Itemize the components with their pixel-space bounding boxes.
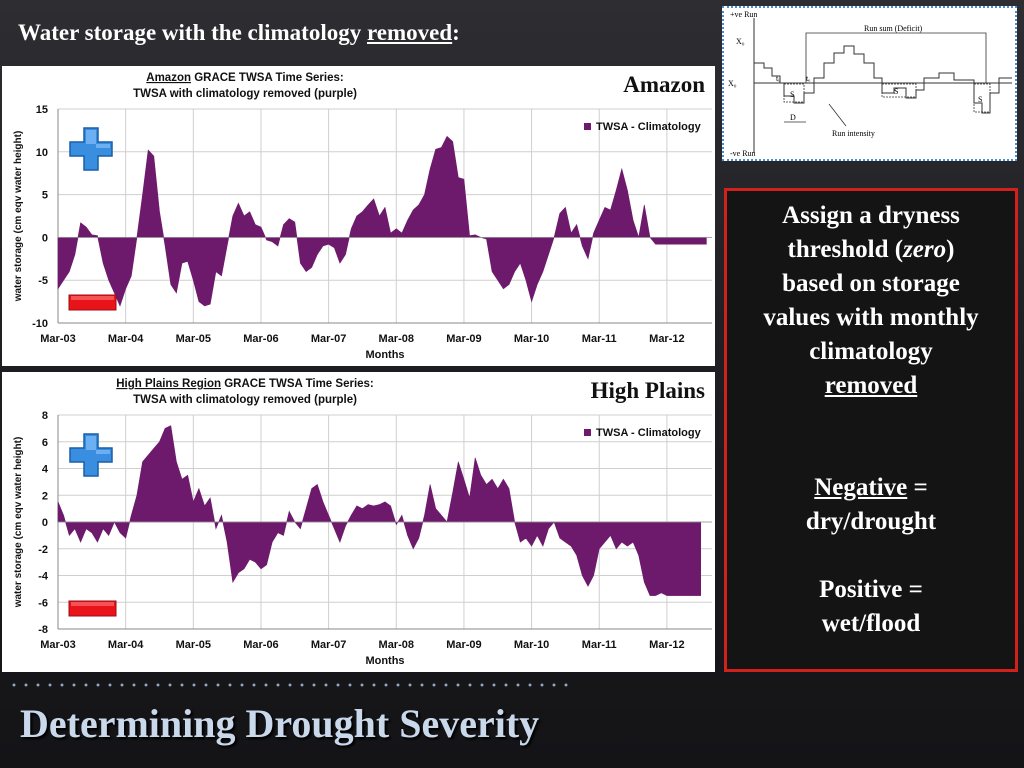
x0-label: X₀ [728, 79, 737, 88]
run-series-line [754, 45, 1012, 114]
amazon-xtick-label: Mar-05 [176, 333, 211, 345]
run-sum-label: Run sum (Deficit) [864, 24, 923, 33]
high-plains-ytick-label: -8 [38, 624, 48, 636]
run-intensity-label: Run intensity [832, 129, 875, 138]
amazon-ytick-label: -5 [38, 275, 48, 287]
xc-label: X₀ [736, 37, 745, 46]
high-plains-xtick-label: Mar-03 [40, 639, 75, 651]
amazon-xtick-label: Mar-06 [243, 333, 278, 345]
box-label-1: S [790, 90, 794, 99]
high-plains-xtick-label: Mar-08 [379, 639, 414, 651]
negative-meaning: dry/drought [805, 508, 937, 535]
amazon-xtick-label: Mar-12 [649, 333, 684, 345]
deficit-area-1 [783, 83, 805, 103]
box-label-2: S [894, 87, 898, 96]
duration-label: D [790, 113, 796, 122]
amazon-legend-swatch [584, 123, 591, 130]
amazon-ytick-label: 0 [42, 232, 48, 244]
amazon-twsa-area [57, 135, 707, 307]
amazon-xtick-label: Mar-11 [582, 333, 617, 345]
amazon-ylabel: water storage (cm eqv water height) [13, 131, 24, 303]
high-plains-ytick-label: 6 [42, 437, 48, 449]
pos-run-label: +ve Run [730, 10, 757, 19]
positive-line: Positive = [819, 576, 923, 603]
amazon-xlabel: Months [365, 349, 404, 361]
amazon-title-rest: GRACE TWSA Time Series: [191, 72, 344, 84]
high-plains-xlabel: Months [365, 655, 404, 667]
high-plains-xtick-label: Mar-12 [649, 639, 684, 651]
high-plains-xtick-label: Mar-06 [243, 639, 278, 651]
slide-title: Water storage with the climatology remov… [18, 20, 460, 45]
high-plains-ytick-label: -6 [38, 597, 48, 609]
assign-line-2: threshold (zero) [787, 236, 955, 263]
high-plains-legend-swatch [584, 429, 591, 436]
amazon-title-region: Amazon [146, 72, 191, 84]
amazon-ytick-label: 5 [42, 190, 48, 202]
high-plains-ytick-label: 8 [42, 410, 48, 422]
high-plains-plus-icon [69, 433, 113, 477]
assign-line-3: based on storage [782, 270, 960, 297]
amazon-panel-label: Amazon [623, 72, 705, 97]
deficit-area-2 [881, 83, 917, 98]
high-plains-xtick-label: Mar-07 [311, 639, 346, 651]
high-plains-chart-subtitle: TWSA with climatology removed (purple) [133, 394, 357, 406]
amazon-chart: 15 10 5 0 -5 -10 Mar-03 Mar-04 Mar-05 Mar-06 Mar-0… [13, 72, 712, 361]
ti-label: tᵢ [776, 74, 780, 83]
deficit-area-3 [973, 83, 991, 113]
amazon-ytick-label: -10 [32, 318, 48, 330]
amazon-plus-icon [69, 127, 113, 171]
high-plains-title-rest: GRACE TWSA Time Series: [221, 378, 374, 390]
box-label-3: S [978, 95, 982, 104]
amazon-xtick-label: Mar-08 [379, 333, 414, 345]
amazon-xtick-label: Mar-10 [514, 333, 549, 345]
high-plains-xtick-label: Mar-11 [582, 639, 617, 651]
amazon-minus-icon [68, 294, 117, 311]
amazon-chart-panel: 15 10 5 0 -5 -10 Mar-03 Mar-04 Mar-05 Mar-06 Mar-0… [2, 66, 715, 366]
amazon-chart-title: Amazon GRACE TWSA Time Series: [146, 72, 343, 84]
high-plains-xtick-label: Mar-04 [108, 639, 144, 651]
dotted-divider [8, 682, 573, 688]
high-plains-xtick-label: Mar-10 [514, 639, 549, 651]
amazon-xtick-label: Mar-09 [446, 333, 481, 345]
high-plains-legend-label: TWSA - Climatology [596, 427, 702, 439]
amazon-xtick-label: Mar-04 [108, 333, 144, 345]
run-theory-diagram: +ve Run -ve Run X₀ X₀ S S S Run sum (Def… [722, 6, 1017, 161]
explanation-box: Assign a dryness threshold (zero) based … [724, 188, 1018, 672]
assign-line-6: removed [824, 372, 918, 399]
negative-line: Negative = [814, 474, 928, 501]
high-plains-ylabel: water storage (cm eqv water height) [13, 437, 24, 609]
high-plains-ytick-label: 0 [42, 517, 48, 529]
high-plains-minus-icon [68, 600, 117, 617]
amazon-ytick-label: 15 [36, 104, 48, 116]
run-sum-bracket [805, 32, 987, 83]
high-plains-chart-title: High Plains Region GRACE TWSA Time Serie… [116, 378, 374, 390]
te-label: tₑ [806, 74, 810, 83]
high-plains-twsa-area [57, 425, 702, 596]
amazon-xtick-label: Mar-03 [40, 333, 75, 345]
assign-line-5: climatology [809, 338, 933, 365]
high-plains-panel-label: High Plains [590, 378, 705, 403]
high-plains-xtick-label: Mar-05 [176, 639, 211, 651]
high-plains-ytick-label: -4 [38, 571, 49, 583]
high-plains-chart-panel: 8 6 4 2 0 -2 -4 -6 -8 Mar-03 Mar-04 Mar-05 Mar-06 Mar… [2, 372, 715, 672]
high-plains-ytick-label: 4 [42, 464, 49, 476]
high-plains-ytick-label: -2 [38, 544, 48, 556]
assign-line-4: values with monthly [763, 304, 979, 331]
amazon-ytick-label: 10 [36, 147, 48, 159]
amazon-xtick-label: Mar-07 [311, 333, 346, 345]
amazon-legend-label: TWSA - Climatology [596, 121, 702, 133]
run-intensity-pointer [828, 103, 847, 127]
amazon-chart-subtitle: TWSA with climatology removed (purple) [133, 88, 357, 100]
assign-line-1: Assign a dryness [782, 202, 960, 229]
neg-run-label: -ve Run [730, 149, 756, 158]
high-plains-title-region: High Plains Region [116, 378, 221, 390]
high-plains-xtick-label: Mar-09 [446, 639, 481, 651]
high-plains-ytick-label: 2 [42, 490, 48, 502]
high-plains-chart: 8 6 4 2 0 -2 -4 -6 -8 Mar-03 Mar-04 Mar-05 Mar-06 Mar… [13, 378, 712, 667]
positive-meaning: wet/flood [821, 610, 921, 637]
footer-title: Determining Drought Severity [20, 701, 540, 746]
